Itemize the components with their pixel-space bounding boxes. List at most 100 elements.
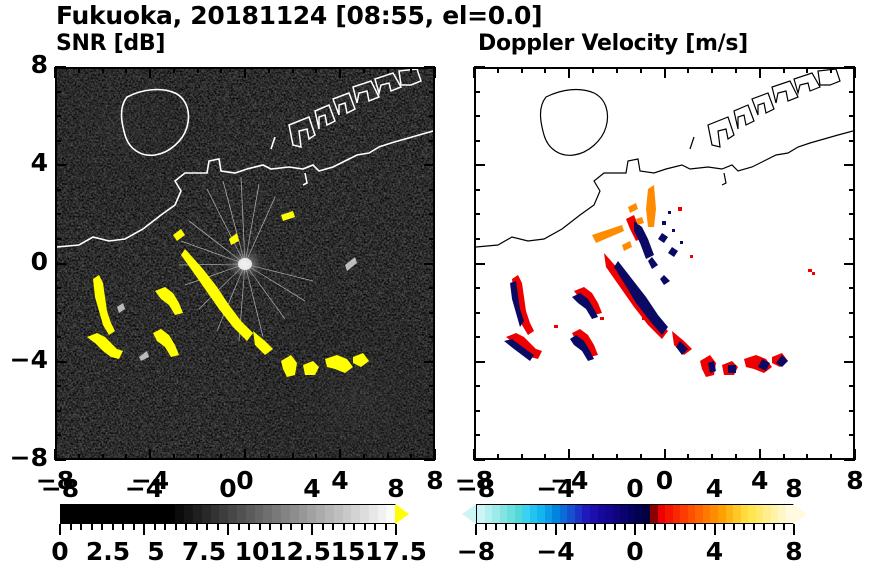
colorbar-tick (763, 524, 766, 530)
axis-tick-x (758, 449, 761, 460)
colorbar-tick (504, 524, 507, 530)
axis-tick-x (663, 449, 666, 460)
colorbar-cell (289, 505, 299, 523)
colorbar-tick (80, 524, 82, 530)
colorbar-cell (122, 505, 132, 523)
snr-colorbar-bottom-label: 2.5 (85, 537, 131, 566)
colorbar-tick (604, 524, 607, 530)
colorbar-cell (360, 505, 369, 523)
axis-tick-y (429, 115, 435, 118)
axis-tick-y (424, 164, 435, 167)
axis-tick-x (77, 454, 80, 460)
colorbar-cell (567, 505, 575, 523)
axis-tick-x (125, 454, 128, 460)
axis-tick-x (687, 67, 690, 73)
colorbar-cell (665, 505, 673, 523)
axis-tick-x (267, 454, 270, 460)
doppler-colorbar-gradient (476, 504, 794, 524)
colorbar-tick (374, 524, 376, 530)
colorbar-tick (279, 524, 282, 530)
axis-tick-x (592, 454, 595, 460)
colorbar-cell (778, 505, 786, 523)
colorbar-tick (69, 524, 72, 530)
colorbar-tick (663, 524, 666, 530)
doppler-origin-spikes (592, 185, 656, 251)
coastline-overlay (476, 69, 853, 248)
axis-tick-x (711, 454, 714, 460)
colorbar-cell (307, 505, 317, 523)
axis-tick-x (149, 449, 151, 460)
colorbar-cell (113, 505, 123, 523)
axis-label-x: 4 (751, 466, 769, 495)
axis-tick-y (844, 459, 855, 461)
snr-colorbar[interactable] (59, 504, 409, 535)
axis-tick-x (830, 67, 833, 73)
axis-tick-x (77, 67, 80, 73)
axis-tick-y (55, 139, 61, 142)
axis-tick-x (592, 67, 595, 73)
axis-tick-x (639, 454, 642, 460)
axis-tick-x (101, 67, 104, 73)
snr-colorbar-top-label: 0 (219, 474, 237, 503)
axis-tick-x (291, 454, 294, 460)
colorbar-tick (269, 524, 271, 530)
colorbar-cell (316, 505, 325, 523)
colorbar-tick (484, 524, 487, 530)
doppler-panel[interactable] (474, 67, 855, 460)
colorbar-cell (298, 505, 308, 523)
colorbar-cell (544, 505, 553, 523)
colorbar-tick (185, 524, 187, 530)
colorbar-tick (673, 524, 676, 530)
colorbar-cell (236, 505, 246, 523)
axis-tick-x (434, 67, 436, 78)
axis-label-y: 4 (30, 148, 48, 178)
axis-tick-x (339, 449, 341, 460)
axis-tick-y (474, 385, 480, 388)
colorbar-tick (713, 524, 716, 535)
colorbar-cell (687, 505, 696, 523)
axis-tick-x (806, 454, 809, 460)
axis-tick-x (125, 67, 128, 73)
doppler-colorbar[interactable] (462, 504, 807, 535)
axis-tick-x (339, 67, 341, 78)
axis-tick-y (849, 237, 855, 240)
axis-tick-x (758, 67, 761, 78)
colorbar-cell (131, 505, 141, 523)
axis-tick-y (55, 237, 61, 240)
axis-tick-y (474, 66, 485, 68)
axis-tick-y (474, 188, 480, 191)
axis-tick-x (639, 67, 642, 73)
axis-label-x: −8 (454, 466, 494, 495)
axis-tick-x (267, 67, 270, 73)
doppler-colorbar-top-label: 4 (705, 474, 724, 503)
colorbar-cell (574, 505, 583, 523)
snr-plot-area (57, 69, 433, 458)
colorbar-tick (574, 524, 577, 530)
snr-colorbar-bottom-label: 15 (330, 537, 366, 566)
axis-tick-x (315, 454, 318, 460)
colorbar-cell (377, 505, 387, 523)
axis-tick-y (55, 287, 61, 290)
colorbar-tick (216, 524, 219, 530)
snr-panel[interactable] (55, 67, 435, 460)
axis-tick-x (386, 454, 389, 460)
axis-tick-y (55, 164, 66, 167)
colorbar-cell (78, 505, 88, 523)
colorbar-tick (90, 524, 93, 530)
colorbar-cell (104, 505, 114, 523)
axis-tick-y (849, 287, 855, 290)
axis-tick-y (55, 385, 61, 388)
colorbar-tick (206, 524, 208, 530)
colorbar-cell (228, 505, 237, 523)
colorbar-cell (492, 505, 500, 523)
axis-tick-x (220, 454, 223, 460)
colorbar-tick (514, 524, 517, 530)
axis-tick-x (434, 449, 436, 460)
doppler-render (476, 69, 853, 458)
axis-tick-y (424, 459, 435, 461)
colorbar-cell (529, 505, 538, 523)
page-title: Fukuoka, 20181124 [08:55, el=0.0] (56, 1, 543, 30)
axis-tick-y (55, 115, 61, 118)
colorbar-cell (620, 505, 628, 523)
